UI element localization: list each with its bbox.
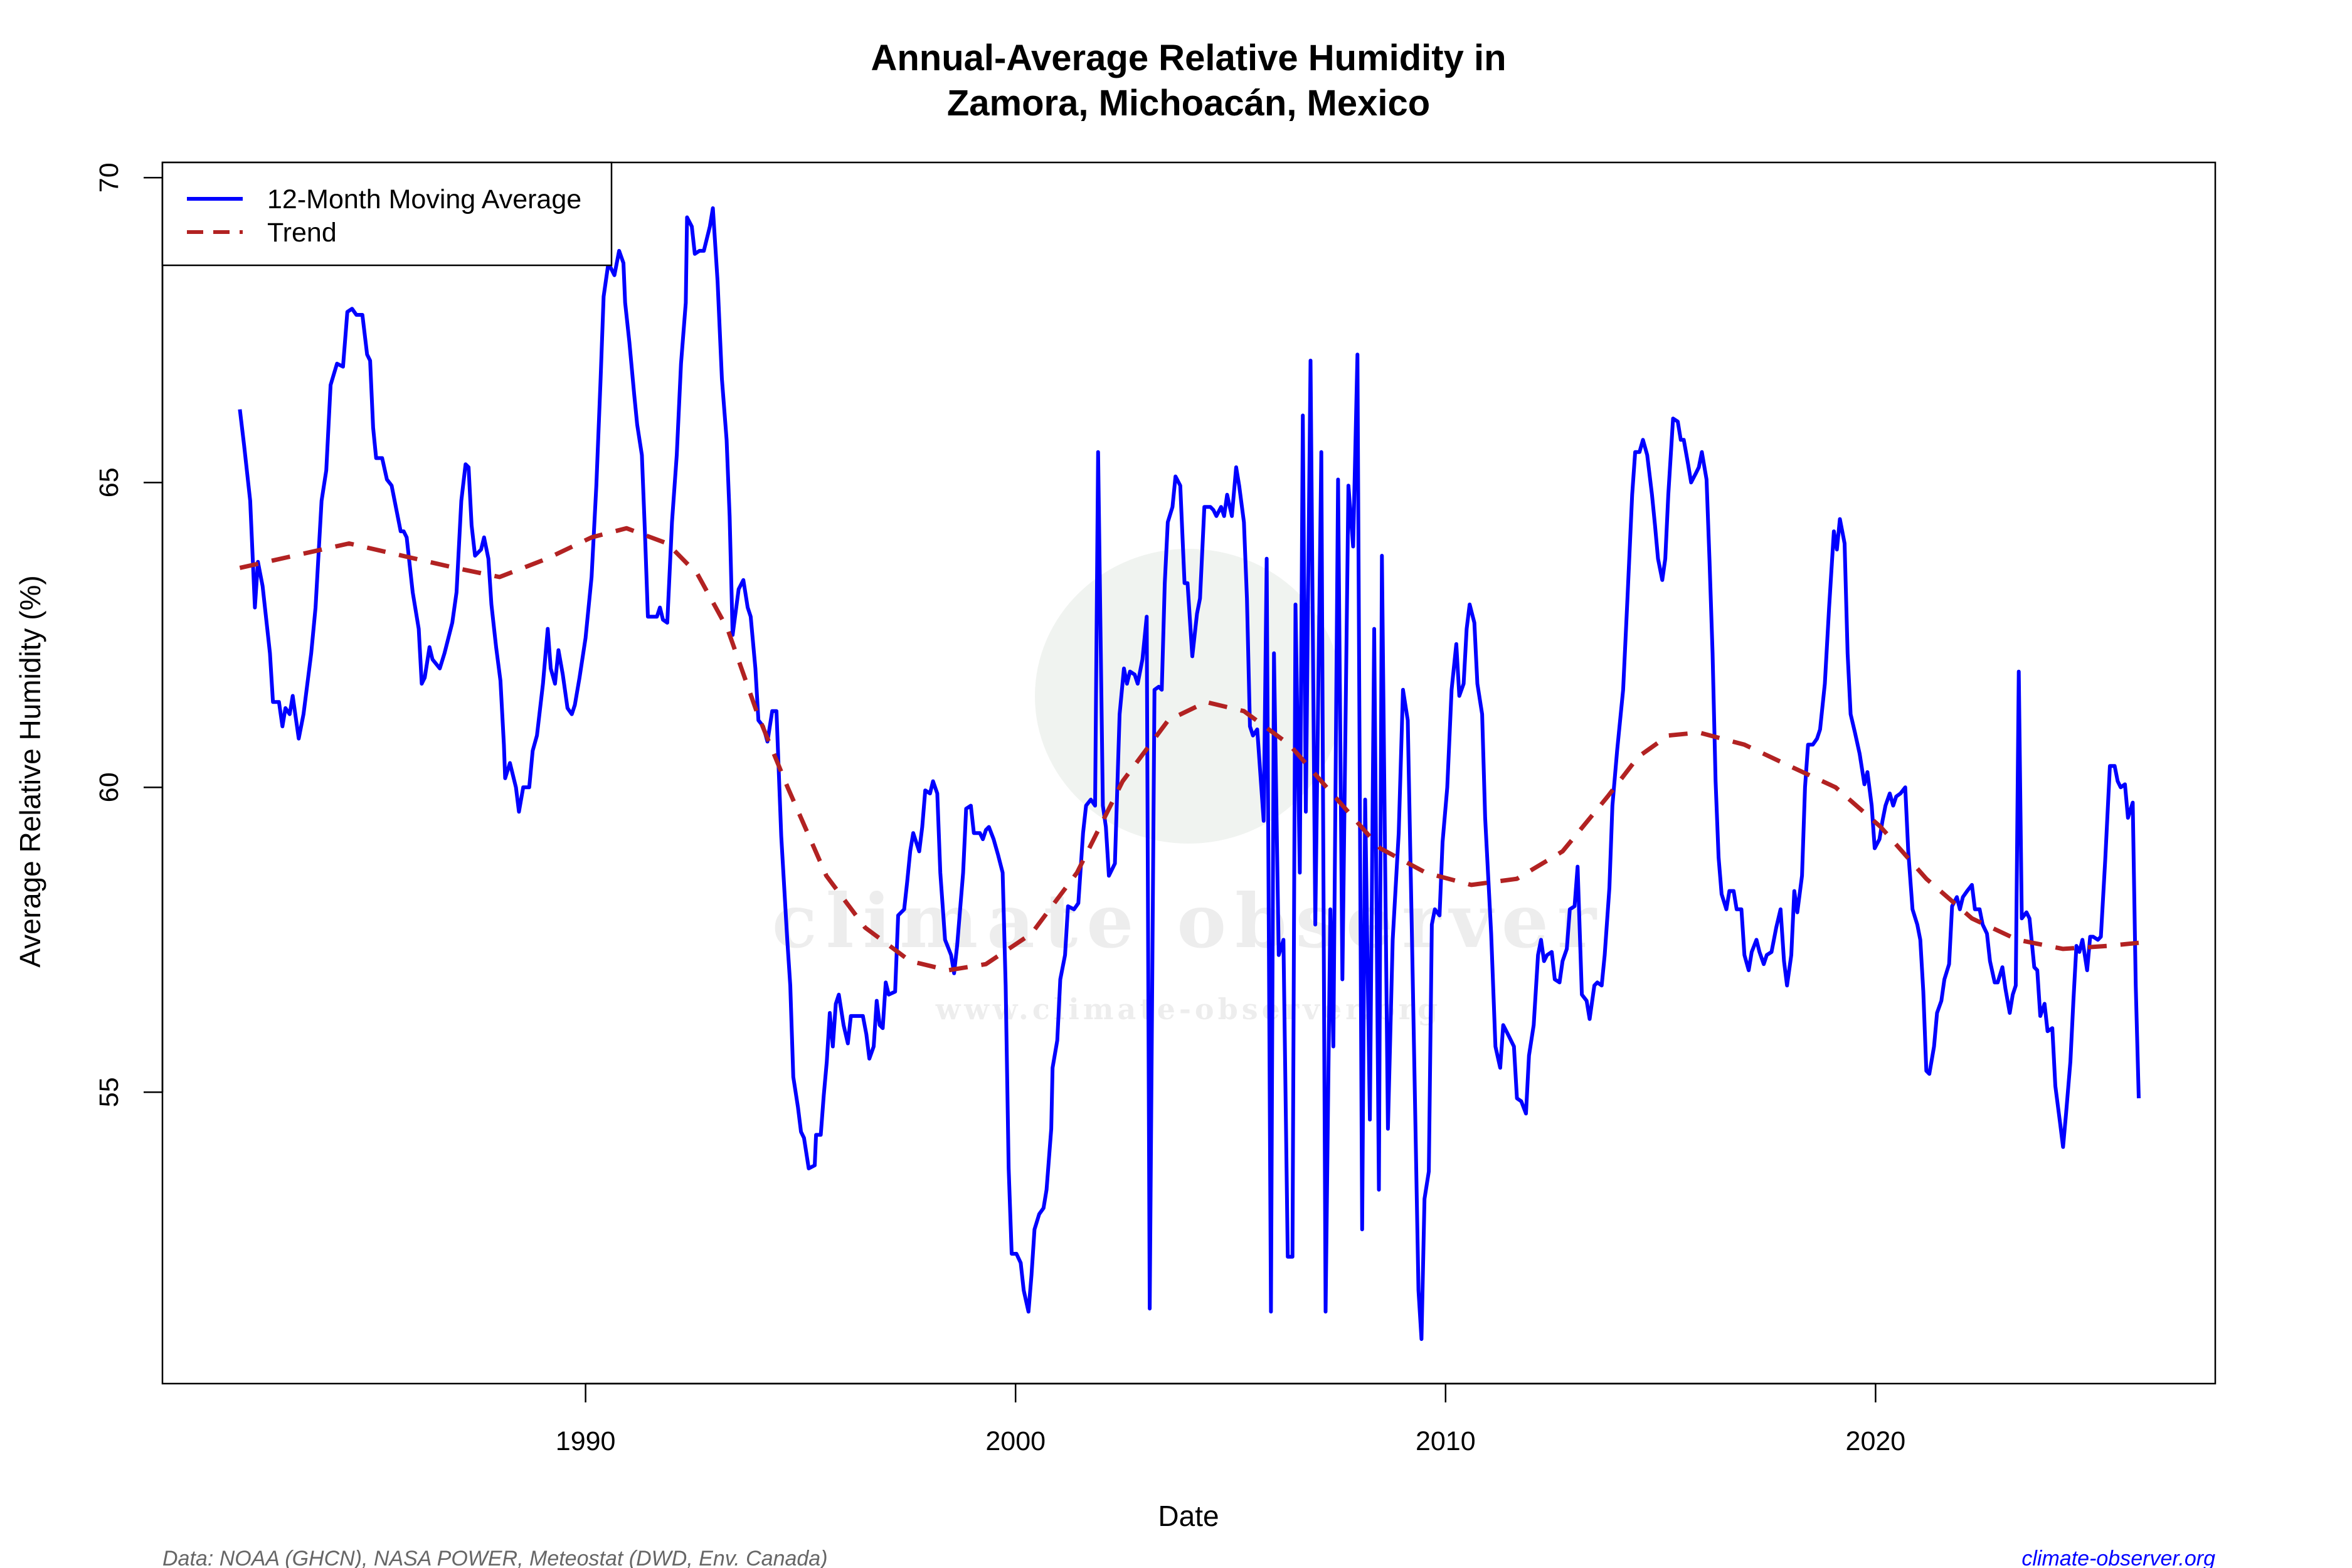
watermark-url: www.climate-observer.org xyxy=(935,992,1442,1026)
series-line-moving-average xyxy=(238,206,2141,1341)
footer-source: Data: NOAA (GHCN), NASA POWER, Meteostat… xyxy=(162,1547,828,1568)
y-axis-label: Average Relative Humidity (%) xyxy=(14,575,46,968)
footer-site-link[interactable]: climate-observer.org xyxy=(2021,1547,2215,1568)
legend-label-moving-average: 12-Month Moving Average xyxy=(267,184,581,215)
x-tick-label: 2010 xyxy=(1416,1426,1476,1456)
x-axis: 1990 2000 2010 2020 xyxy=(556,1382,1906,1456)
y-axis: 55 60 65 70 xyxy=(94,162,164,1107)
y-tick-label: 55 xyxy=(94,1077,124,1107)
chart-title: Annual-Average Relative Humidity in xyxy=(871,38,1506,78)
series-layer xyxy=(238,206,2141,1341)
series-line-trend xyxy=(239,526,2139,973)
footer-site[interactable]: climate-observer.org xyxy=(2021,1547,2215,1568)
y-tick-label: 60 xyxy=(94,772,124,802)
y-tick-label: 70 xyxy=(94,162,124,193)
x-tick-label: 2000 xyxy=(985,1426,1046,1456)
chart-subtitle: Zamora, Michoacán, Mexico xyxy=(947,83,1430,124)
x-tick-label: 2020 xyxy=(1846,1426,1906,1456)
watermark-name: climate observer xyxy=(772,877,1605,965)
legend: 12-Month Moving Average Trend xyxy=(161,161,613,267)
y-tick-label: 65 xyxy=(94,467,124,497)
x-tick-label: 1990 xyxy=(556,1426,616,1456)
x-axis-label: Date xyxy=(1158,1500,1219,1532)
legend-label-trend: Trend xyxy=(267,218,337,248)
legend-box xyxy=(161,161,613,267)
